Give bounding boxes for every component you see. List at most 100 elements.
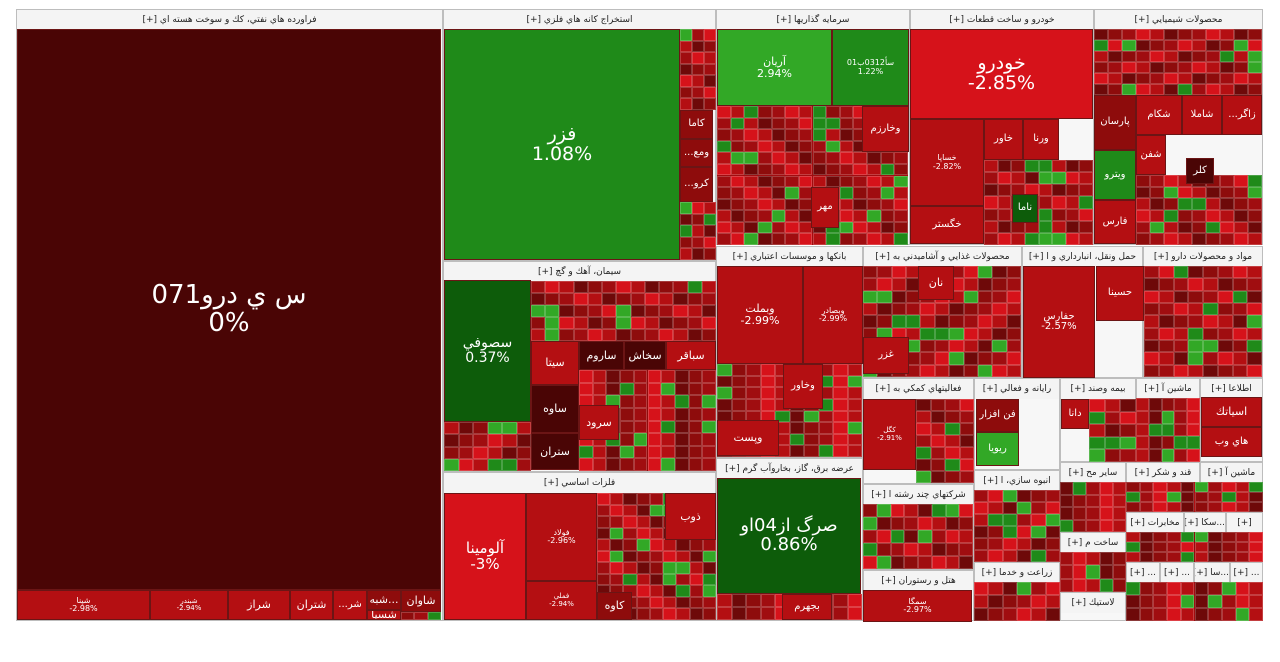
mini-tile[interactable] [1178,40,1192,51]
mini-tile[interactable] [636,562,650,574]
mini-tile[interactable] [1192,233,1206,245]
mini-tile[interactable] [1150,186,1164,199]
mini-tile[interactable] [630,317,645,329]
mini-tile[interactable] [1178,51,1192,62]
mini-tile[interactable] [1161,436,1175,450]
mini-tile[interactable] [704,225,716,237]
mini-tile[interactable] [1038,220,1053,233]
mini-tile[interactable] [812,152,827,164]
mini-tile[interactable] [963,290,978,303]
mini-tile[interactable] [1017,514,1032,526]
mini-tile[interactable] [963,266,978,279]
mini-tile[interactable] [689,562,703,574]
mini-tile[interactable] [1192,51,1206,62]
mini-tile[interactable] [531,281,546,293]
mini-tile[interactable] [1180,532,1195,542]
mini-tile[interactable] [610,562,624,574]
mini-tile[interactable] [1139,492,1154,502]
mini-tile[interactable] [717,210,731,222]
mini-tile[interactable] [1247,364,1262,377]
mini-tile[interactable] [1150,175,1164,187]
mini-tile[interactable] [1217,352,1233,365]
mini-tile[interactable] [1031,514,1046,526]
mini-tile[interactable] [744,163,758,176]
mini-tile[interactable] [1221,595,1236,608]
mini-tile[interactable] [906,327,921,340]
mini-tile[interactable] [812,117,827,130]
mini-tile[interactable] [833,422,848,434]
mini-tile[interactable] [701,317,716,329]
mini-tile[interactable] [1139,552,1154,562]
mini-tile[interactable] [891,290,907,303]
mini-tile[interactable] [1206,62,1220,73]
stock-tile[interactable]: س ي درو071 0% [17,29,441,590]
mini-tile[interactable] [988,490,1003,502]
mini-tile[interactable] [688,382,703,396]
mini-tile[interactable] [689,608,703,620]
stock-tile[interactable]: سمگا -2.97% [863,590,972,622]
mini-tile[interactable] [771,221,786,234]
mini-tile[interactable] [606,458,621,471]
mini-tile[interactable] [502,434,517,447]
mini-tile[interactable] [863,290,878,303]
mini-tile[interactable] [1248,84,1262,95]
mini-tile[interactable] [610,550,624,563]
stock-tile[interactable]: غزر [863,337,909,374]
mini-tile[interactable] [1161,410,1175,424]
mini-tile[interactable] [633,407,648,421]
mini-tile[interactable] [876,504,891,517]
mini-tile[interactable] [1158,303,1174,316]
mini-tile[interactable] [1161,398,1175,411]
mini-tile[interactable] [663,550,677,563]
mini-tile[interactable] [704,98,716,110]
mini-tile[interactable] [839,233,854,245]
mini-tile[interactable] [863,504,877,517]
mini-tile[interactable] [1120,411,1136,425]
mini-tile[interactable] [1220,198,1234,210]
mini-tile[interactable] [1073,519,1087,532]
mini-tile[interactable] [1065,172,1080,185]
mini-tile[interactable] [1150,40,1164,51]
stock-tile[interactable]: سرود [579,405,619,440]
mini-tile[interactable] [1208,608,1222,621]
mini-tile[interactable] [847,398,862,411]
mini-tile[interactable] [1221,492,1236,502]
mini-tile[interactable] [1136,175,1150,187]
mini-tile[interactable] [531,305,546,317]
mini-tile[interactable] [1136,29,1150,40]
mini-tile[interactable] [1180,595,1195,608]
mini-tile[interactable] [977,340,993,353]
mini-tile[interactable] [1073,482,1087,495]
mini-tile[interactable] [746,607,761,620]
mini-tile[interactable] [1206,73,1220,84]
mini-tile[interactable] [1248,29,1262,40]
mini-tile[interactable] [959,517,973,530]
mini-tile[interactable] [1002,502,1017,514]
mini-tile[interactable] [545,317,560,329]
stock-tile[interactable]: شبه... [367,590,401,610]
mini-tile[interactable] [702,407,716,421]
mini-tile[interactable] [649,550,664,563]
mini-tile[interactable] [771,140,786,153]
mini-tile[interactable] [620,433,634,446]
mini-tile[interactable] [894,198,908,211]
mini-tile[interactable] [894,175,908,188]
mini-tile[interactable] [458,458,473,471]
mini-tile[interactable] [1178,198,1192,210]
mini-tile[interactable] [1153,482,1168,492]
mini-tile[interactable] [636,596,650,609]
mini-tile[interactable] [847,607,862,620]
mini-tile[interactable] [1017,550,1032,562]
mini-tile[interactable] [818,410,833,423]
mini-tile[interactable] [620,370,634,383]
mini-tile[interactable] [906,303,921,316]
mini-tile[interactable] [1144,290,1159,303]
stock-tile[interactable]: خاور [984,119,1023,160]
mini-tile[interactable] [649,516,664,528]
mini-tile[interactable] [597,539,611,551]
mini-tile[interactable] [863,315,878,328]
mini-tile[interactable] [1180,482,1195,492]
mini-tile[interactable] [771,117,786,130]
mini-tile[interactable] [1232,352,1248,365]
mini-tile[interactable] [731,375,746,388]
